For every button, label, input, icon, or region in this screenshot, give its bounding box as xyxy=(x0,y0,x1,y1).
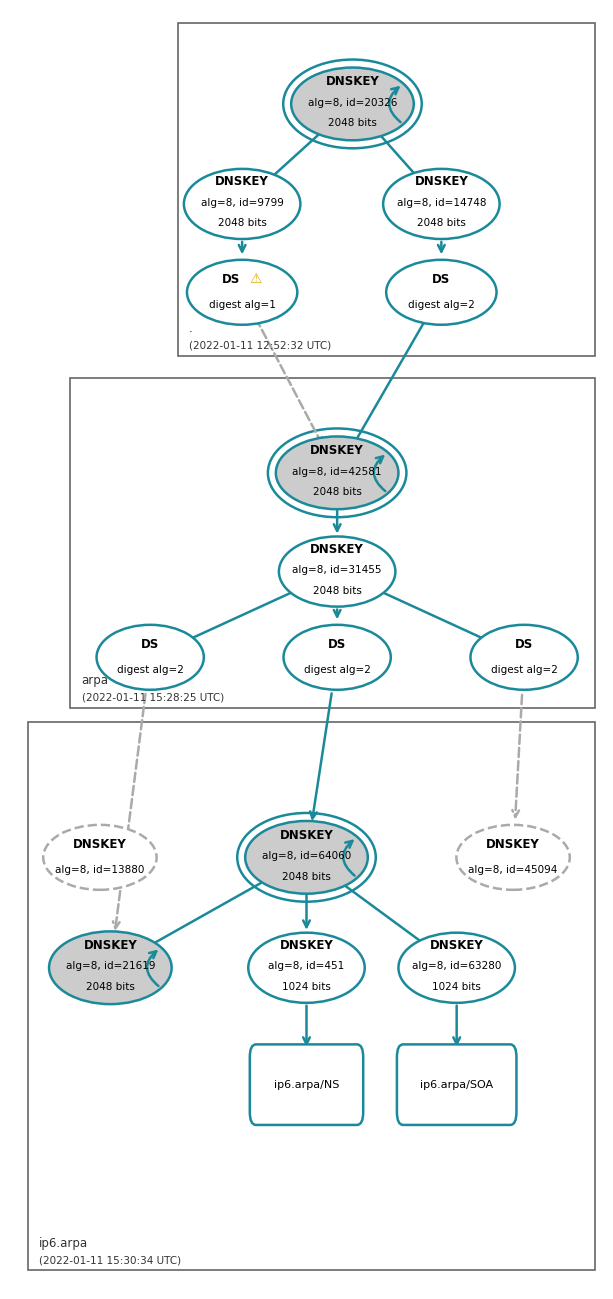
Ellipse shape xyxy=(398,933,515,1003)
Text: alg=8, id=42581: alg=8, id=42581 xyxy=(292,466,382,477)
FancyBboxPatch shape xyxy=(397,1044,516,1125)
Ellipse shape xyxy=(245,821,368,894)
Text: arpa: arpa xyxy=(82,674,109,687)
Ellipse shape xyxy=(383,169,500,239)
Text: alg=8, id=451: alg=8, id=451 xyxy=(268,961,345,972)
Text: (2022-01-11 15:30:34 UTC): (2022-01-11 15:30:34 UTC) xyxy=(39,1255,181,1265)
Ellipse shape xyxy=(471,625,578,690)
Text: alg=8, id=21619: alg=8, id=21619 xyxy=(66,961,155,972)
Ellipse shape xyxy=(43,825,157,890)
Text: DNSKEY: DNSKEY xyxy=(73,838,127,851)
Text: alg=8, id=9799: alg=8, id=9799 xyxy=(200,197,284,208)
Text: 2048 bits: 2048 bits xyxy=(313,487,362,498)
Text: digest alg=1: digest alg=1 xyxy=(208,300,276,310)
Text: (2022-01-11 15:28:25 UTC): (2022-01-11 15:28:25 UTC) xyxy=(82,692,224,703)
Text: (2022-01-11 12:52:32 UTC): (2022-01-11 12:52:32 UTC) xyxy=(189,340,331,351)
Text: DNSKEY: DNSKEY xyxy=(430,939,484,952)
Text: digest alg=2: digest alg=2 xyxy=(490,665,558,675)
Text: DS: DS xyxy=(141,638,159,651)
Text: DS: DS xyxy=(432,273,451,286)
Ellipse shape xyxy=(386,260,497,325)
Text: alg=8, id=64060: alg=8, id=64060 xyxy=(262,851,351,861)
Text: 2048 bits: 2048 bits xyxy=(313,586,362,596)
Text: DNSKEY: DNSKEY xyxy=(486,838,540,851)
Text: DNSKEY: DNSKEY xyxy=(326,75,379,88)
Text: ip6.arpa/SOA: ip6.arpa/SOA xyxy=(420,1079,493,1090)
Text: alg=8, id=63280: alg=8, id=63280 xyxy=(412,961,501,972)
Ellipse shape xyxy=(97,625,204,690)
Text: ip6.arpa/NS: ip6.arpa/NS xyxy=(274,1079,339,1090)
FancyBboxPatch shape xyxy=(250,1044,364,1125)
Text: DNSKEY: DNSKEY xyxy=(280,939,333,952)
Text: DNSKEY: DNSKEY xyxy=(414,175,468,188)
Text: DNSKEY: DNSKEY xyxy=(310,444,364,457)
Text: 2048 bits: 2048 bits xyxy=(282,872,331,882)
Text: alg=8, id=20326: alg=8, id=20326 xyxy=(308,97,397,108)
Text: 1024 bits: 1024 bits xyxy=(282,982,331,992)
Text: ip6.arpa: ip6.arpa xyxy=(39,1237,88,1250)
Ellipse shape xyxy=(291,68,414,140)
Ellipse shape xyxy=(456,825,570,890)
Ellipse shape xyxy=(279,536,395,607)
Ellipse shape xyxy=(284,625,391,690)
Text: .: . xyxy=(189,322,192,335)
Ellipse shape xyxy=(276,436,398,509)
Text: alg=8, id=45094: alg=8, id=45094 xyxy=(468,865,558,876)
Text: DNSKEY: DNSKEY xyxy=(310,543,364,556)
Text: digest alg=2: digest alg=2 xyxy=(408,300,475,310)
Ellipse shape xyxy=(248,933,365,1003)
Text: DNSKEY: DNSKEY xyxy=(83,939,137,952)
Text: ⚠: ⚠ xyxy=(249,273,262,286)
Text: 1024 bits: 1024 bits xyxy=(432,982,481,992)
Text: alg=8, id=14748: alg=8, id=14748 xyxy=(397,197,486,208)
Text: digest alg=2: digest alg=2 xyxy=(303,665,371,675)
Text: DNSKEY: DNSKEY xyxy=(215,175,269,188)
Bar xyxy=(70,378,595,708)
Text: 2048 bits: 2048 bits xyxy=(328,118,377,129)
Text: alg=8, id=13880: alg=8, id=13880 xyxy=(55,865,145,876)
Text: digest alg=2: digest alg=2 xyxy=(116,665,184,675)
Text: 2048 bits: 2048 bits xyxy=(86,982,135,992)
Ellipse shape xyxy=(184,169,300,239)
Text: DS: DS xyxy=(328,638,346,651)
Text: 2048 bits: 2048 bits xyxy=(218,218,267,229)
Text: DS: DS xyxy=(515,638,533,651)
Bar xyxy=(178,23,595,356)
Text: alg=8, id=31455: alg=8, id=31455 xyxy=(292,565,382,575)
Text: 2048 bits: 2048 bits xyxy=(417,218,466,229)
Ellipse shape xyxy=(49,931,172,1004)
Bar xyxy=(28,722,595,1270)
Text: DS: DS xyxy=(222,273,240,286)
Text: DNSKEY: DNSKEY xyxy=(280,829,333,842)
Ellipse shape xyxy=(187,260,297,325)
